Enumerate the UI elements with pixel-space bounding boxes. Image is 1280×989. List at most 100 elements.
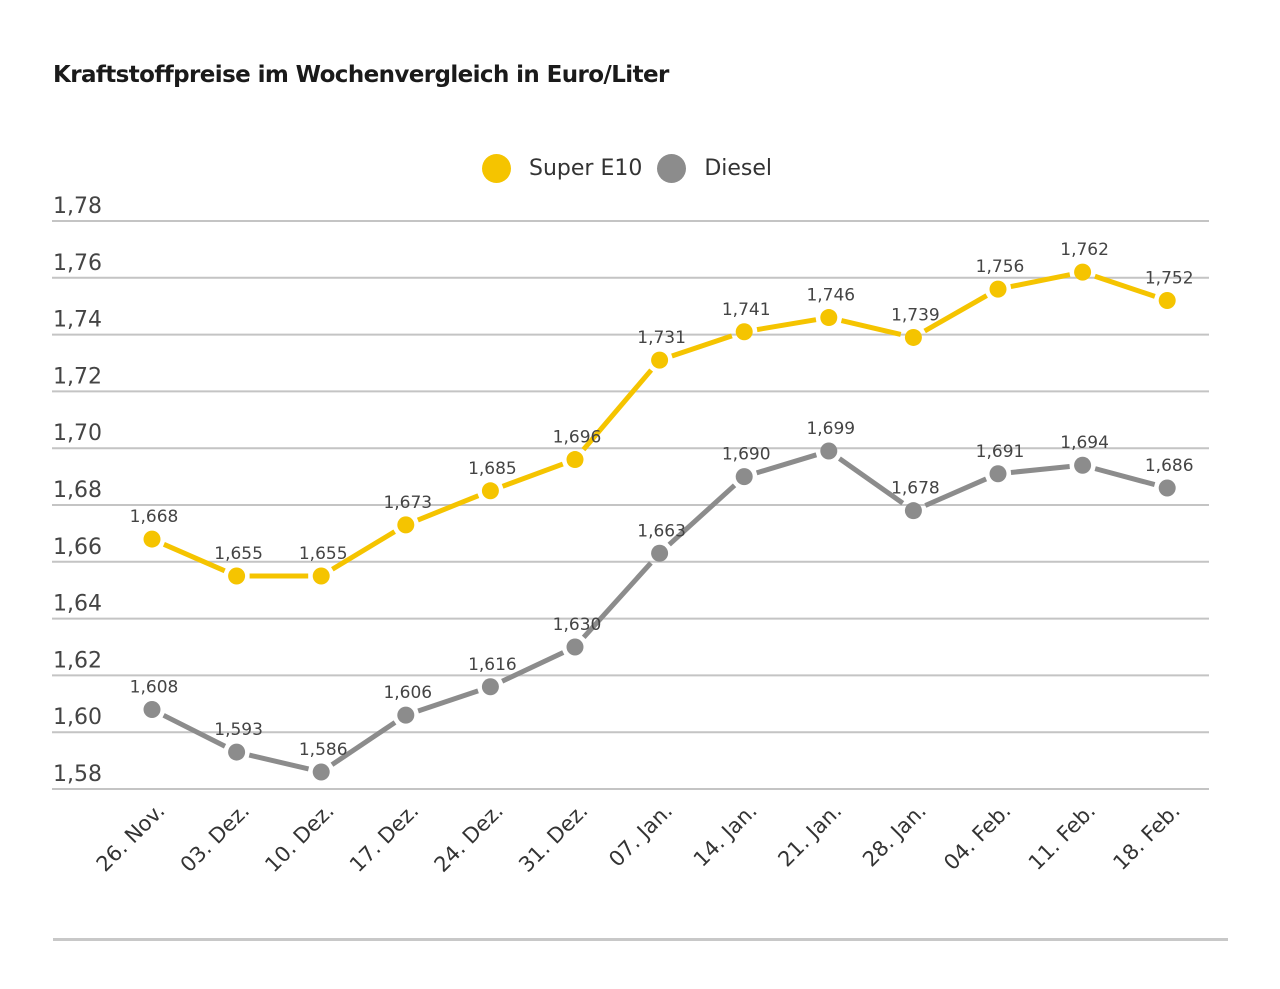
- data-label-super-e10: 1,752: [1145, 269, 1194, 289]
- legend-label-diesel: Diesel: [704, 156, 773, 181]
- line-segment-super-e10: [923, 293, 988, 334]
- line-segment-super-e10: [1094, 273, 1156, 299]
- y-tick-label: 1,70: [53, 421, 102, 446]
- y-tick-label: 1,60: [53, 705, 102, 730]
- data-label-diesel: 1,699: [806, 419, 855, 439]
- x-tick-label: 24. Dez.: [430, 799, 508, 877]
- data-point-diesel: [566, 638, 584, 656]
- data-point-super-e10: [989, 280, 1007, 298]
- data-label-diesel: 1,691: [976, 442, 1025, 462]
- y-tick-label: 1,78: [53, 194, 102, 219]
- data-label-super-e10: 1,668: [130, 507, 179, 527]
- data-label-diesel: 1,686: [1145, 456, 1194, 476]
- line-segment-diesel: [330, 720, 397, 767]
- x-axis-tick-labels: 26. Nov. 03. Dez. 10. Dez. 17. Dez. 24. Dez.…: [92, 799, 1185, 877]
- data-point-diesel: [989, 465, 1007, 483]
- data-label-super-e10: 1,673: [383, 493, 432, 513]
- data-label-super-e10: 1,731: [637, 328, 686, 348]
- data-point-diesel: [1074, 456, 1092, 474]
- x-tick-label: 21. Jan.: [773, 799, 846, 872]
- line-segment-super-e10: [416, 493, 480, 523]
- line-segment-diesel: [162, 713, 227, 749]
- y-tick-label: 1,66: [53, 535, 102, 560]
- data-point-super-e10: [820, 309, 838, 327]
- line-segment-diesel: [667, 483, 737, 547]
- data-label-super-e10: 1,696: [553, 428, 602, 448]
- data-point-super-e10: [481, 482, 499, 500]
- line-segment-super-e10: [1010, 272, 1071, 290]
- line-segment-super-e10: [756, 317, 817, 333]
- data-point-diesel: [481, 678, 499, 696]
- data-labels: 1,668 1,655 1,655 1,673 1,685 1,696 1,731 1,741…: [130, 240, 1194, 760]
- x-tick-label: 03. Dez.: [176, 799, 254, 877]
- series-points: [143, 263, 1176, 781]
- data-point-diesel: [651, 544, 669, 562]
- data-label-super-e10: 1,739: [891, 305, 940, 325]
- line-segment-super-e10: [581, 368, 654, 452]
- data-label-super-e10: 1,746: [806, 286, 855, 306]
- line-segment-super-e10: [840, 318, 902, 337]
- y-tick-label: 1,72: [53, 364, 102, 389]
- data-label-super-e10: 1,741: [722, 300, 771, 320]
- line-segment-super-e10: [671, 333, 733, 359]
- x-tick-label: 04. Feb.: [939, 799, 1015, 875]
- data-label-diesel: 1,678: [891, 479, 940, 499]
- series-lines: [162, 272, 1156, 772]
- data-point-diesel: [735, 468, 753, 486]
- y-tick-label: 1,74: [53, 308, 102, 333]
- data-label-diesel: 1,606: [383, 683, 432, 703]
- data-label-diesel: 1,663: [637, 521, 686, 541]
- data-point-super-e10: [566, 451, 584, 469]
- line-segment-diesel: [755, 452, 818, 476]
- x-tick-label: 17. Dez.: [345, 799, 423, 877]
- data-label-super-e10: 1,762: [1060, 240, 1109, 260]
- bottom-divider: [53, 938, 1228, 941]
- legend-marker-super-e10: [482, 154, 511, 183]
- line-segment-diesel: [581, 561, 653, 640]
- data-label-diesel: 1,593: [214, 720, 263, 740]
- data-label-super-e10: 1,756: [976, 257, 1025, 277]
- y-tick-label: 1,64: [53, 592, 102, 617]
- chart-title: Kraftstoffpreise im Wochenvergleich in E…: [53, 62, 669, 88]
- x-tick-label: 18. Feb.: [1108, 799, 1184, 875]
- y-tick-label: 1,68: [53, 478, 102, 503]
- data-point-diesel: [397, 706, 415, 724]
- data-label-diesel: 1,690: [722, 445, 771, 465]
- data-point-diesel: [904, 502, 922, 520]
- data-label-super-e10: 1,685: [468, 459, 517, 479]
- data-point-super-e10: [312, 567, 330, 585]
- x-tick-label: 11. Feb.: [1024, 799, 1100, 875]
- data-label-diesel: 1,630: [553, 615, 602, 635]
- y-tick-label: 1,58: [53, 762, 102, 787]
- data-point-diesel: [312, 763, 330, 781]
- data-point-diesel: [1158, 479, 1176, 497]
- data-point-diesel: [228, 743, 246, 761]
- x-tick-label: 26. Nov.: [92, 799, 170, 877]
- data-point-super-e10: [904, 328, 922, 346]
- legend-marker-diesel: [657, 154, 687, 183]
- line-segment-diesel: [417, 688, 479, 714]
- line-segment-super-e10: [162, 541, 226, 574]
- y-tick-label: 1,62: [53, 648, 102, 673]
- x-tick-label: 07. Jan.: [604, 799, 677, 872]
- line-segment-super-e10: [501, 461, 564, 489]
- line-segment-diesel: [1010, 464, 1070, 475]
- data-label-diesel: 1,694: [1060, 433, 1109, 453]
- gridlines: [52, 220, 1209, 790]
- line-segment-diesel: [501, 650, 565, 684]
- data-point-super-e10: [397, 516, 415, 534]
- data-point-super-e10: [143, 530, 161, 548]
- data-label-diesel: 1,616: [468, 655, 517, 675]
- data-point-super-e10: [651, 351, 669, 369]
- x-tick-label: 14. Jan.: [689, 799, 762, 872]
- line-segment-super-e10: [331, 529, 396, 572]
- x-tick-label: 10. Dez.: [260, 799, 338, 877]
- data-point-super-e10: [1074, 263, 1092, 281]
- x-tick-label: 28. Jan.: [858, 799, 931, 872]
- x-tick-label: 31. Dez.: [514, 799, 592, 877]
- data-label-super-e10: 1,655: [299, 544, 348, 564]
- y-tick-label: 1,76: [53, 251, 102, 276]
- line-segment-diesel: [1094, 466, 1156, 488]
- legend: Super E10 Diesel: [482, 154, 787, 183]
